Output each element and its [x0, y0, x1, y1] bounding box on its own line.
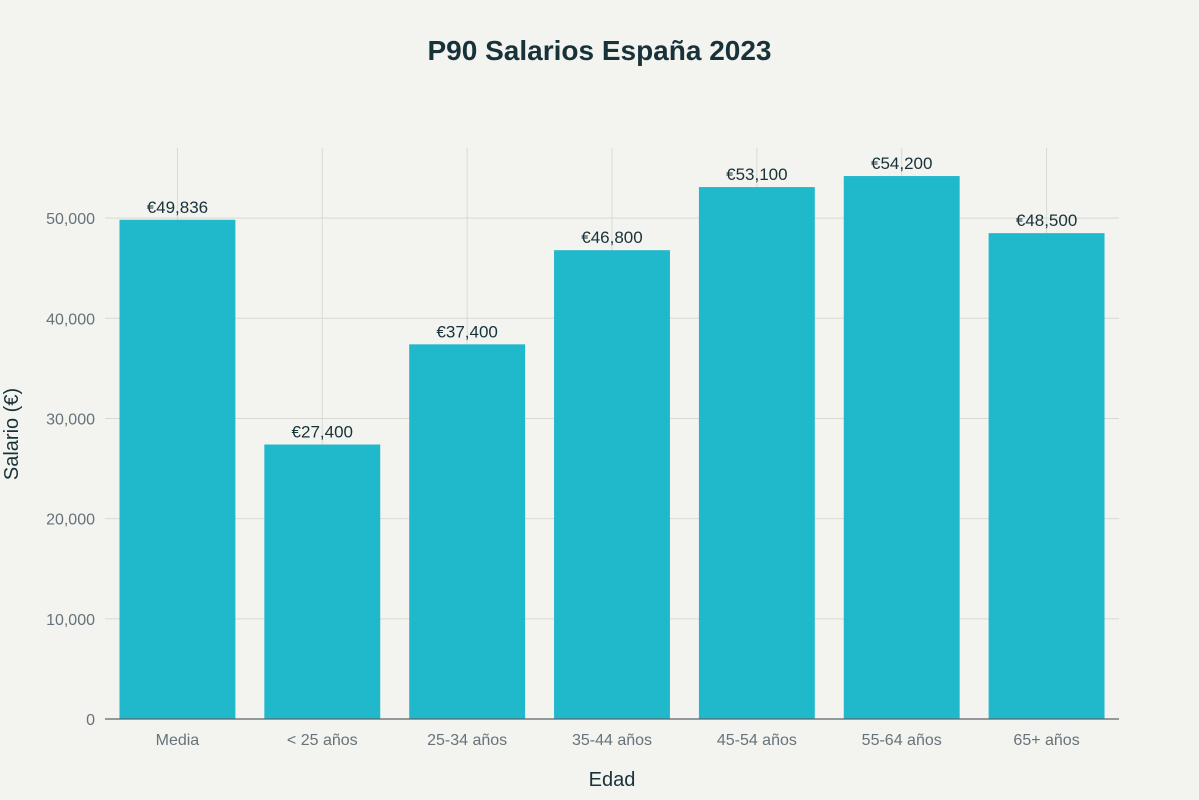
bar[interactable]: [119, 219, 236, 719]
bar-value-label: €27,400: [292, 423, 353, 442]
y-tick-label: 20,000: [46, 512, 95, 529]
x-tick-label: 65+ años: [1013, 732, 1079, 749]
bar-value-label: €49,836: [147, 198, 208, 217]
y-tick-label: 40,000: [46, 311, 95, 328]
bar[interactable]: [988, 233, 1105, 720]
x-tick-label: 45-54 años: [717, 732, 797, 749]
x-tick-label: < 25 años: [287, 732, 358, 749]
bar-value-label: €54,200: [871, 154, 932, 173]
bar[interactable]: [409, 344, 526, 719]
bar-value-label: €46,800: [581, 228, 642, 247]
x-tick-label: 25-34 años: [427, 732, 507, 749]
y-axis-title: Salario (€): [1, 388, 23, 480]
bar-value-label: €48,500: [1016, 211, 1077, 230]
x-tick-label: 55-64 años: [862, 732, 942, 749]
y-tick-label: 50,000: [46, 211, 95, 228]
bar-value-label: €53,100: [726, 165, 787, 184]
bar[interactable]: [554, 250, 670, 719]
bar[interactable]: [264, 444, 381, 719]
axis-layer: 0 10,000 20,000 30,000 40,000 50,000 Media < 25…: [46, 211, 1119, 749]
x-axis-title: Edad: [589, 769, 636, 791]
y-tick-label: 30,000: [46, 411, 95, 428]
bar[interactable]: [698, 187, 815, 719]
y-tick-label: 0: [86, 712, 95, 729]
bar-value-label: €37,400: [436, 322, 497, 341]
x-tick-label: 35-44 años: [572, 732, 652, 749]
bar[interactable]: [843, 176, 960, 719]
label-layer: €49,836 €27,400 €37,400 €46,800 €53,100 €54,2…: [147, 154, 1078, 441]
y-tick-label: 10,000: [46, 612, 95, 629]
x-tick-label: Media: [156, 732, 200, 749]
chart-title: P90 Salarios España 2023: [428, 35, 772, 66]
bar-layer: [119, 176, 1105, 720]
